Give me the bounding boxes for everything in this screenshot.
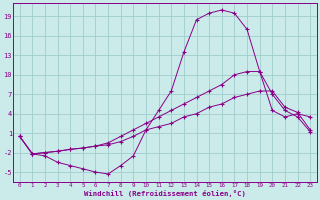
X-axis label: Windchill (Refroidissement éolien,°C): Windchill (Refroidissement éolien,°C) bbox=[84, 190, 246, 197]
